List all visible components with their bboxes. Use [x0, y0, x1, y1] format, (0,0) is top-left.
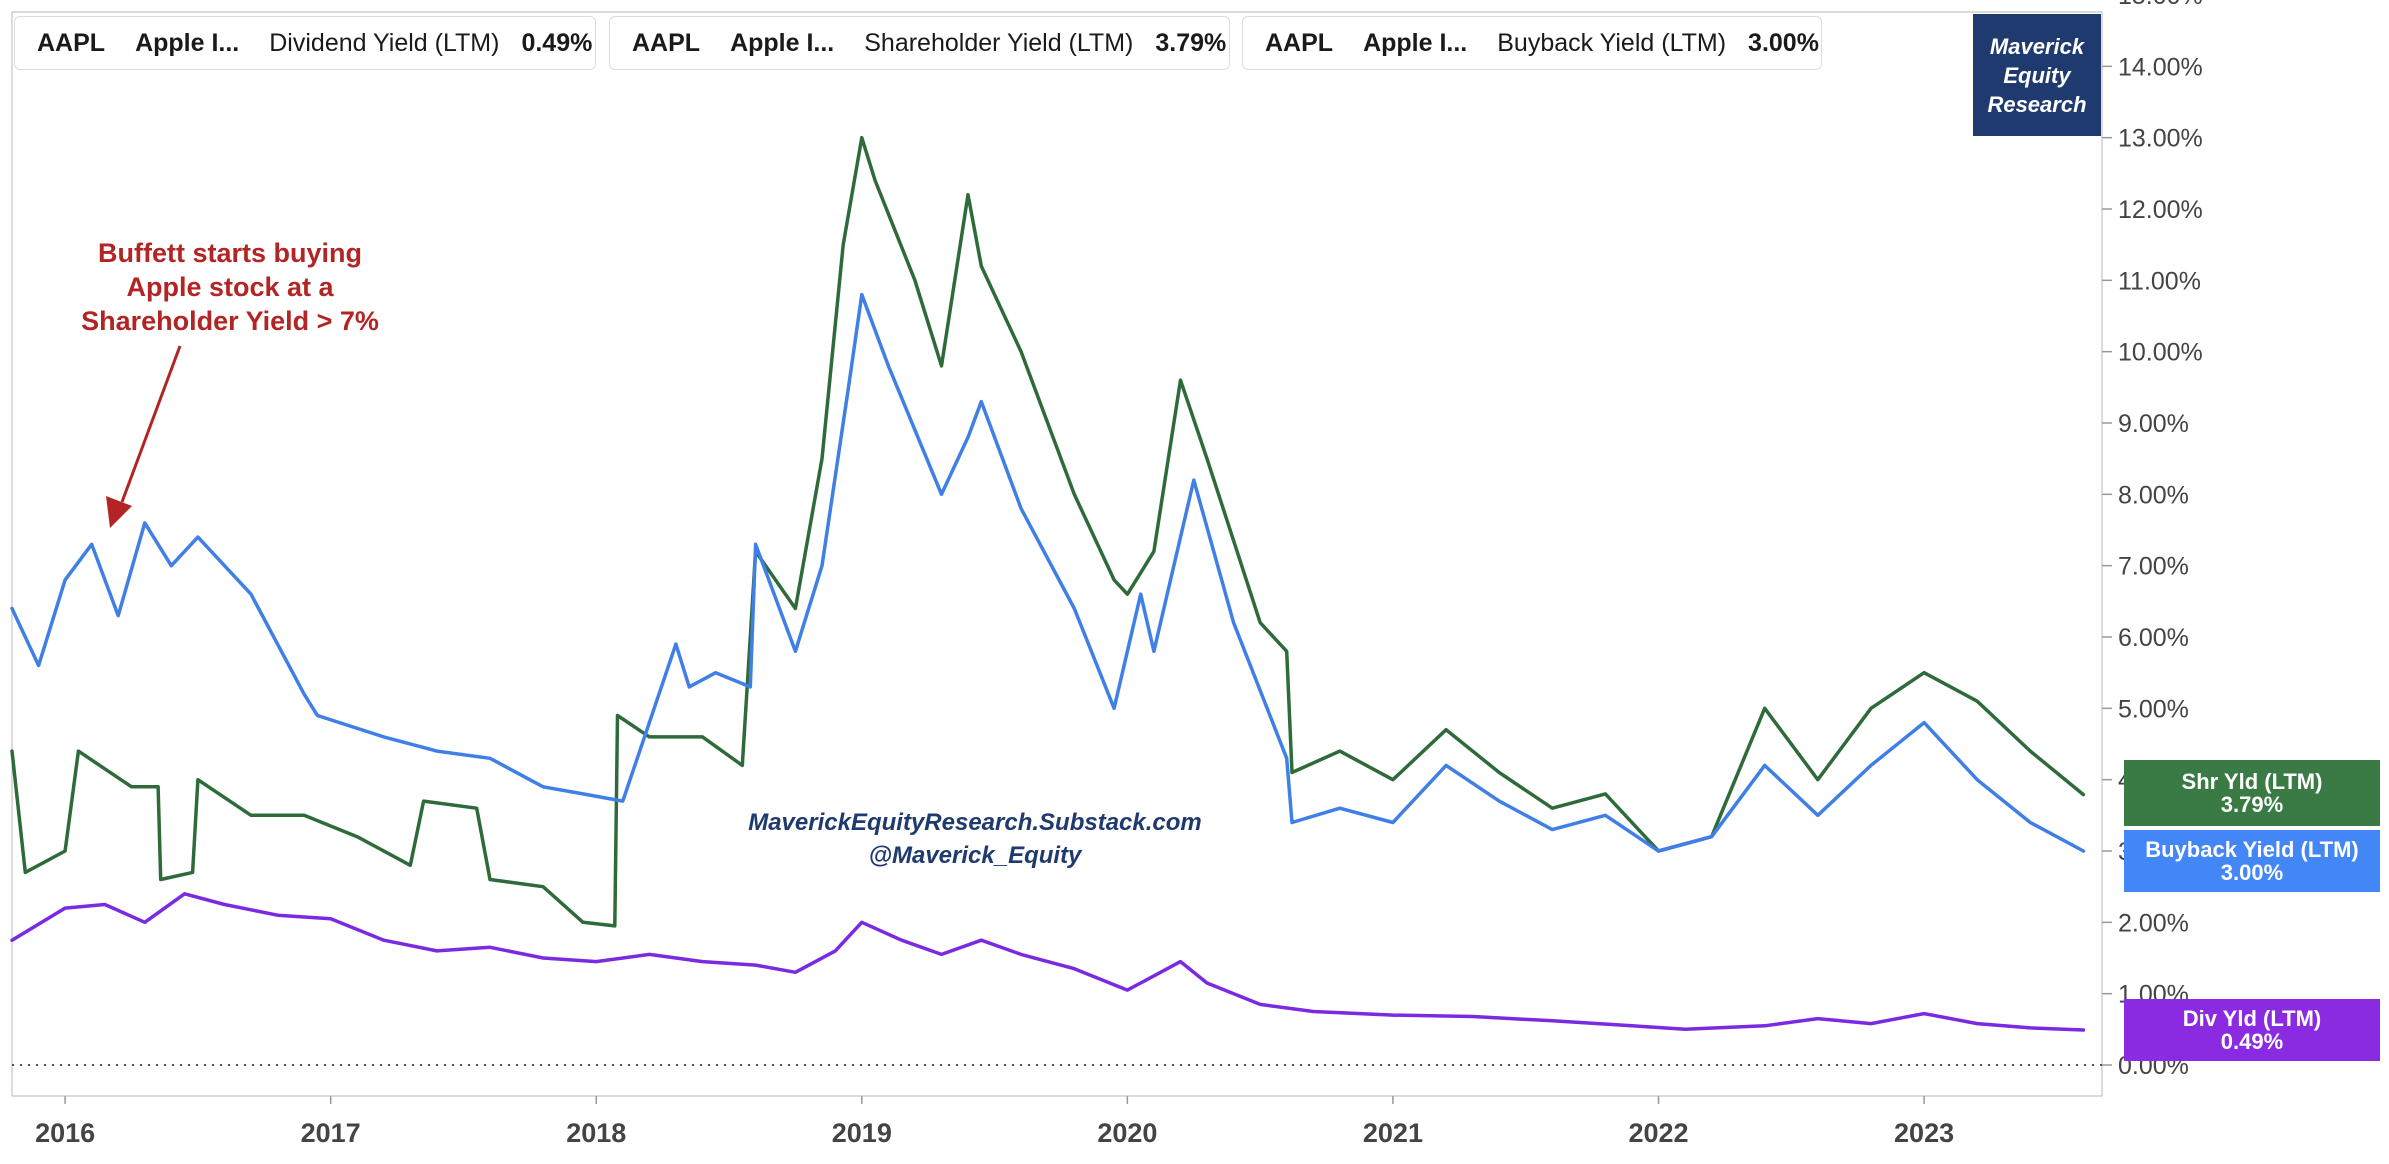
buffett-annotation: Buffett starts buying Apple stock at a S…: [60, 236, 400, 338]
legend-value: 3.79%: [1155, 28, 1227, 57]
end-value-label: Buyback Yield (LTM) 3.00%: [2124, 830, 2380, 892]
legend-ticker: AAPL: [37, 28, 106, 57]
brand-line: Equity: [2003, 62, 2071, 88]
legend-company: Apple I...: [135, 28, 240, 57]
end-label-value: 0.49%: [2220, 1029, 2284, 1054]
y-tick-label: 12.00%: [2118, 196, 2203, 224]
y-tick-label: 11.00%: [2118, 267, 2201, 295]
series-line-dividend-yield-ltm: [10, 892, 2086, 1032]
legend-ticker: AAPL: [632, 28, 701, 57]
legend-company: Apple I...: [730, 28, 835, 57]
y-tick-label: 8.00%: [2118, 481, 2189, 509]
end-label-value: 3.00%: [2220, 860, 2284, 885]
y-tick-label: 7.00%: [2118, 553, 2189, 581]
legend-ticker: AAPL: [1265, 28, 1334, 57]
watermark: MaverickEquityResearch.Substack.com @Mav…: [740, 806, 1210, 872]
y-tick-label: 6.00%: [2118, 624, 2189, 652]
brand-logo: Maverick Equity Research: [1973, 14, 2101, 136]
y-tick-label: 9.00%: [2118, 410, 2189, 438]
brand-line: Research: [1987, 91, 2087, 117]
y-tick-label: 14.00%: [2118, 53, 2203, 81]
legend-value: 0.49%: [521, 28, 593, 57]
x-tick-label: 2021: [1363, 1118, 1423, 1148]
series-line-shareholder-yield-ltm: [10, 135, 2086, 928]
x-axis: 2016 2017 2018 2019 2020 2021 2022 2023: [35, 1096, 1954, 1148]
legend-metric: Dividend Yield (LTM): [269, 28, 500, 57]
legend-item[interactable]: AAPL Apple I... Buyback Yield (LTM) 3.00%: [1242, 16, 1822, 70]
x-tick-label: 2019: [832, 1118, 892, 1148]
brand-line: Maverick: [1989, 33, 2085, 59]
series-line-buyback-yield-ltm: [10, 292, 2086, 853]
end-value-label: Div Yld (LTM) 0.49%: [2124, 999, 2380, 1061]
legend-item[interactable]: AAPL Apple I... Shareholder Yield (LTM) 3.7…: [609, 16, 1230, 70]
end-label-value: 3.79%: [2220, 792, 2284, 817]
annotation-arrow: [106, 345, 182, 528]
y-axis: 0.00%1.00%2.00%3.00%4.00%5.00%6.00%7.00%…: [2102, 0, 2203, 1080]
plot-area: [11, 11, 2103, 1097]
y-tick-label: 15.00%: [2118, 0, 2203, 10]
x-tick-label: 2023: [1894, 1118, 1954, 1148]
arrow-head: [106, 496, 132, 528]
y-tick-label: 2.00%: [2118, 909, 2189, 937]
annotation-line: Apple stock at a: [126, 272, 334, 302]
x-tick-label: 2017: [301, 1118, 361, 1148]
arrow-shaft: [120, 345, 182, 503]
annotation-line: Buffett starts buying: [97, 238, 362, 268]
y-tick-label: 5.00%: [2118, 695, 2189, 723]
legend-metric: Shareholder Yield (LTM): [864, 28, 1134, 57]
watermark-handle: @Maverick_Equity: [868, 842, 1082, 869]
plot-frame: [11, 11, 2103, 1097]
end-label-name: Buyback Yield (LTM): [2145, 837, 2359, 862]
end-label-name: Div Yld (LTM): [2182, 1006, 2322, 1031]
series-layer: [10, 135, 2086, 1032]
legend-value: 3.00%: [1748, 28, 1819, 57]
end-label-name: Shr Yld (LTM): [2181, 769, 2323, 794]
y-tick-label: 13.00%: [2118, 125, 2203, 153]
x-tick-label: 2016: [35, 1118, 95, 1148]
x-tick-label: 2018: [566, 1118, 626, 1148]
x-tick-label: 2020: [1097, 1118, 1157, 1148]
legend-company: Apple I...: [1363, 28, 1468, 57]
annotation-line: Shareholder Yield > 7%: [81, 306, 379, 336]
legend-metric: Buyback Yield (LTM): [1497, 28, 1727, 57]
watermark-url: MaverickEquityResearch.Substack.com: [748, 809, 1202, 836]
x-tick-label: 2022: [1628, 1118, 1688, 1148]
end-value-label: Shr Yld (LTM) 3.79%: [2124, 760, 2380, 826]
legend-item[interactable]: AAPL Apple I... Dividend Yield (LTM) 0.49%: [14, 16, 596, 70]
y-tick-label: 10.00%: [2118, 339, 2203, 367]
